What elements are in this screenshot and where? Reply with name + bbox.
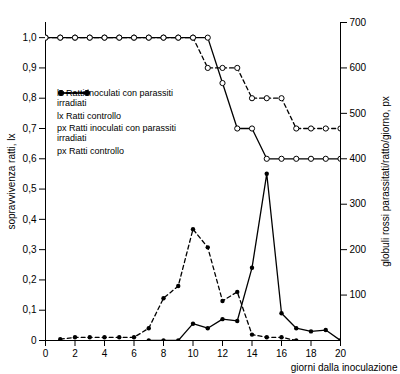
- svg-text:0,3: 0,3: [23, 244, 37, 255]
- svg-text:300: 300: [350, 198, 367, 209]
- svg-text:0,7: 0,7: [23, 123, 37, 134]
- svg-text:0,1: 0,1: [23, 304, 37, 315]
- svg-text:600: 600: [350, 62, 367, 73]
- svg-text:200: 200: [350, 244, 367, 255]
- svg-text:10: 10: [187, 348, 199, 359]
- svg-text:20: 20: [335, 348, 347, 359]
- svg-text:0,5: 0,5: [23, 183, 37, 194]
- svg-text:0,2: 0,2: [23, 274, 37, 285]
- svg-text:700: 700: [350, 17, 367, 28]
- svg-text:1,0: 1,0: [23, 32, 37, 43]
- svg-text:6: 6: [131, 348, 137, 359]
- svg-text:0,4: 0,4: [23, 214, 37, 225]
- svg-text:4: 4: [102, 348, 108, 359]
- svg-text:0,6: 0,6: [23, 153, 37, 164]
- svg-text:16: 16: [276, 348, 288, 359]
- svg-text:12: 12: [217, 348, 229, 359]
- svg-text:18: 18: [305, 348, 317, 359]
- svg-text:giorni dalla inoculazione: giorni dalla inoculazione: [291, 362, 398, 373]
- svg-text:0: 0: [31, 335, 37, 346]
- svg-text:globuli rossi parassitati/ratt: globuli rossi parassitati/ratto/giorno, …: [380, 96, 391, 267]
- svg-text:2: 2: [72, 348, 78, 359]
- svg-text:0: 0: [43, 348, 49, 359]
- svg-text:14: 14: [246, 348, 258, 359]
- svg-text:500: 500: [350, 108, 367, 119]
- html-text:px Ratti inoculati con parassi: px Ratti inoculati con parassiti irradia…: [57, 123, 177, 144]
- svg-text:sopravvivenza ratti, lx: sopravvivenza ratti, lx: [6, 133, 17, 229]
- svg-text:0,9: 0,9: [23, 62, 37, 73]
- html-text:lx Ratti inoculati con parassi: lx Ratti inoculati con parassiti irradia…: [57, 88, 174, 109]
- svg-text:400: 400: [350, 153, 367, 164]
- svg-text:8: 8: [161, 348, 167, 359]
- html-text:lx Ratti controllo: lx Ratti controllo: [57, 110, 121, 121]
- html-text:px Ratti controllo: px Ratti controllo: [57, 145, 124, 156]
- svg-text:0,8: 0,8: [23, 92, 37, 103]
- svg-text:100: 100: [350, 289, 367, 300]
